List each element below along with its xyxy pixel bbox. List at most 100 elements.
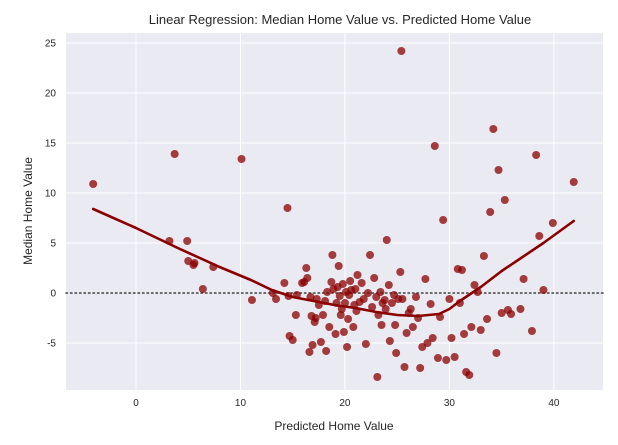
data-point (447, 334, 456, 342)
data-point (331, 330, 340, 338)
data-point (470, 281, 479, 289)
data-point (316, 338, 325, 346)
data-point (397, 47, 406, 55)
data-point (497, 309, 506, 317)
data-point (381, 305, 390, 313)
data-point (343, 343, 352, 351)
x-tick-label: 20 (339, 398, 351, 409)
y-axis-ticks: -5 0 5 10 15 20 25 (45, 39, 57, 350)
data-point (532, 151, 541, 159)
data-point (353, 271, 362, 279)
data-point (465, 371, 474, 379)
data-point (280, 279, 289, 287)
data-point (247, 296, 256, 304)
data-point (423, 339, 432, 347)
data-point (467, 323, 476, 331)
data-point (457, 266, 466, 274)
data-point (190, 259, 199, 267)
x-tick-label: 30 (444, 398, 456, 409)
x-axis-ticks: 0 10 20 30 40 (133, 398, 560, 409)
data-point (323, 288, 332, 296)
data-point (183, 237, 192, 245)
data-point (291, 311, 300, 319)
data-point (539, 286, 548, 294)
data-point (392, 349, 401, 357)
data-point (500, 196, 509, 204)
y-tick-label: 10 (45, 189, 57, 200)
data-point (445, 295, 454, 303)
x-axis-label: Predicted Home Value (274, 419, 394, 433)
data-point (527, 327, 536, 335)
plot-area (65, 33, 604, 390)
data-point (442, 356, 451, 364)
data-point (370, 274, 379, 282)
x-tick-label: 0 (133, 398, 139, 409)
data-point (368, 303, 377, 311)
data-point (377, 321, 386, 329)
y-tick-label: 20 (45, 89, 57, 100)
y-tick-label: -5 (47, 339, 56, 350)
data-point (476, 326, 485, 334)
data-point (359, 295, 368, 303)
data-point (479, 252, 488, 260)
data-point (486, 208, 495, 216)
data-point (366, 251, 375, 259)
data-point (336, 311, 345, 319)
data-point (483, 315, 492, 323)
data-point (308, 341, 317, 349)
data-point (408, 323, 417, 331)
data-point (198, 285, 207, 293)
data-point (271, 295, 280, 303)
data-point (494, 166, 503, 174)
data-point (305, 348, 314, 356)
data-point (361, 340, 370, 348)
data-point (351, 285, 360, 293)
data-point (338, 280, 347, 288)
data-point (357, 279, 366, 287)
data-point (363, 289, 372, 297)
data-point (433, 354, 442, 362)
x-tick-label: 10 (235, 398, 247, 409)
data-point (460, 330, 469, 338)
data-point (519, 275, 528, 283)
data-point (391, 321, 400, 329)
data-point (322, 347, 331, 355)
data-point (346, 277, 355, 285)
data-point (302, 264, 311, 272)
data-point (380, 296, 389, 304)
y-tick-label: 25 (45, 39, 57, 50)
data-point (507, 310, 516, 318)
data-point (398, 295, 407, 303)
data-point (288, 336, 297, 344)
data-point (344, 315, 353, 323)
y-tick-label: 5 (50, 239, 56, 250)
data-point (319, 311, 328, 319)
data-point (439, 216, 448, 224)
data-point (303, 274, 312, 282)
data-point (335, 292, 344, 300)
data-point (328, 251, 337, 259)
data-point (334, 262, 343, 270)
data-point (385, 337, 394, 345)
data-point (416, 364, 425, 372)
data-point (339, 328, 348, 336)
data-point (421, 275, 430, 283)
data-point (402, 329, 411, 337)
trend-line-group (91, 207, 575, 318)
data-point (430, 142, 439, 150)
data-point (428, 334, 437, 342)
data-point (400, 363, 409, 371)
data-point (535, 232, 544, 240)
data-point (89, 180, 98, 188)
data-point (327, 278, 336, 286)
y-axis-label: Median Home Value (21, 157, 35, 265)
grid-lines (66, 33, 603, 390)
data-point (548, 219, 557, 227)
y-tick-label: 0 (50, 289, 56, 300)
data-point (376, 288, 385, 296)
data-point (382, 236, 391, 244)
data-point (492, 349, 501, 357)
data-point (349, 323, 358, 331)
data-point (406, 305, 415, 313)
